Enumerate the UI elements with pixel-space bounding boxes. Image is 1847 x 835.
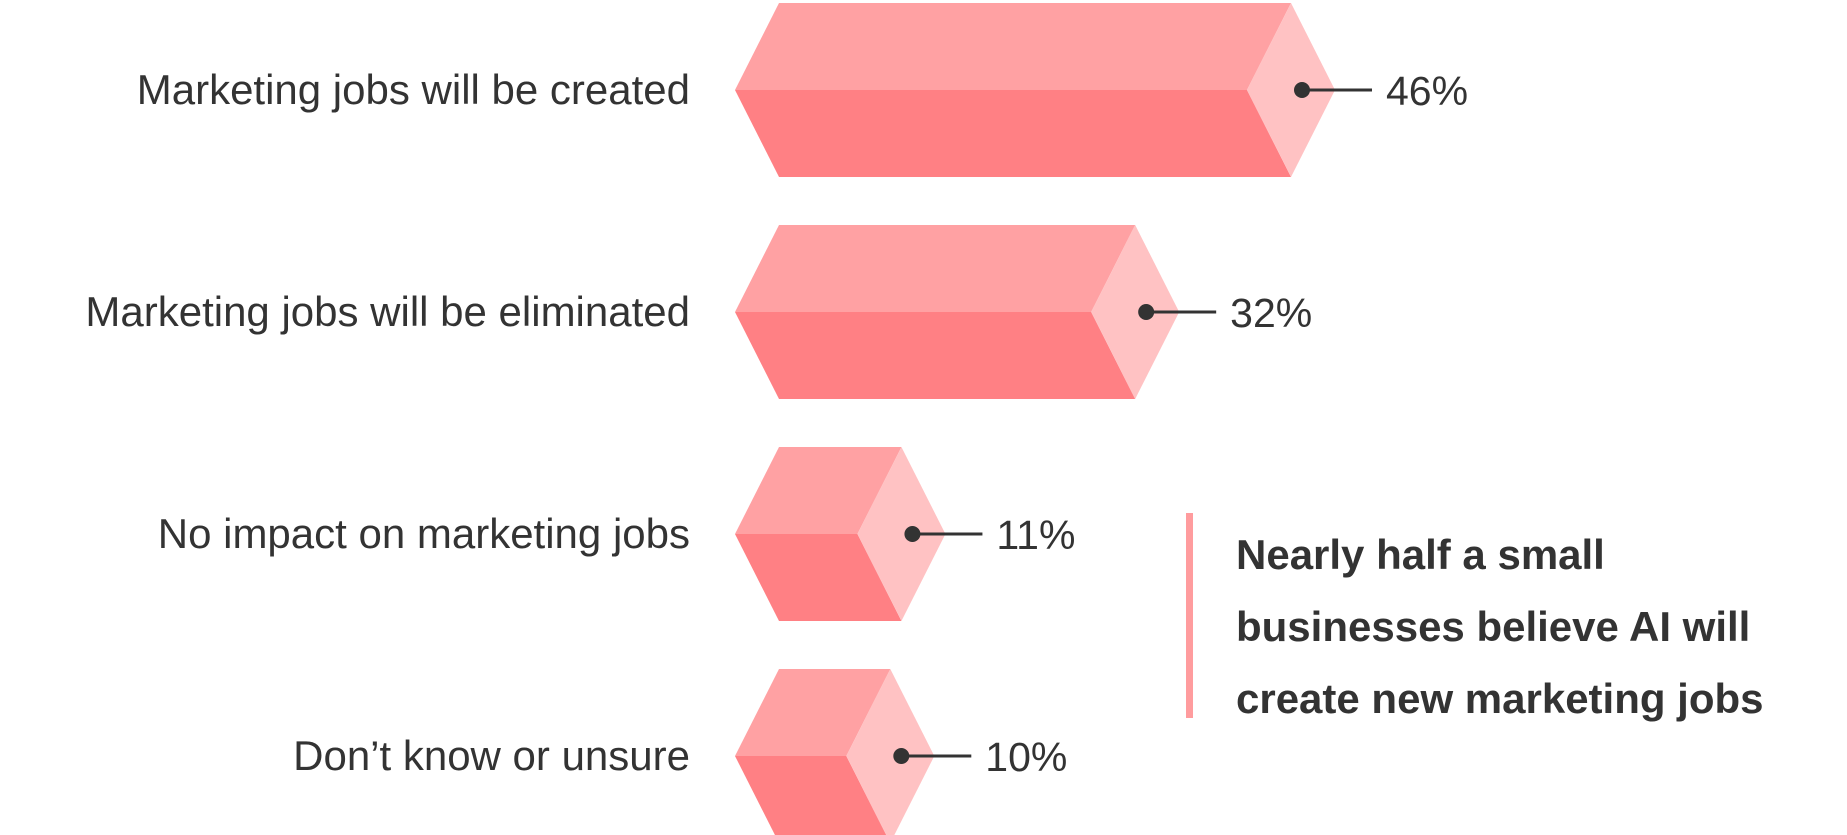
callout-line: create new marketing jobs [1236,675,1764,722]
bar-top-face [735,225,1136,312]
bar-bottom-face [735,90,1291,177]
bar-bottom-face [735,534,902,621]
leader-dot [893,748,910,764]
callout-accent-bar [1186,513,1193,718]
callout-text: Nearly half a small businesses believe AI… [1236,519,1796,735]
bar-end-cap [857,447,946,621]
leader-dot [1294,82,1310,98]
value-label: 11% [996,512,1075,558]
leader-dot [1138,304,1155,320]
value-label: 46% [1386,68,1468,114]
category-label: Don’t know or unsure [293,732,690,779]
value-label: 10% [985,734,1067,780]
bar-top-face [735,447,902,534]
bar-top-face [735,669,891,756]
bar-bottom-face [735,312,1136,399]
callout: Nearly half a small businesses believe AI… [1186,513,1796,722]
category-label: Marketing jobs will be created [137,66,690,113]
value-label: 32% [1230,290,1312,336]
callout-line: Nearly half a small [1236,531,1605,578]
category-label: Marketing jobs will be eliminated [85,288,690,335]
callout-line: businesses believe AI will [1236,603,1751,650]
bar-top-face [735,3,1291,90]
bar-end-cap [1091,225,1180,399]
category-label: No impact on marketing jobs [158,510,690,557]
bar-bottom-face [735,756,887,835]
leader-dot [904,526,921,542]
bar-end-cap [846,669,935,835]
bar-end-cap [1247,3,1335,177]
